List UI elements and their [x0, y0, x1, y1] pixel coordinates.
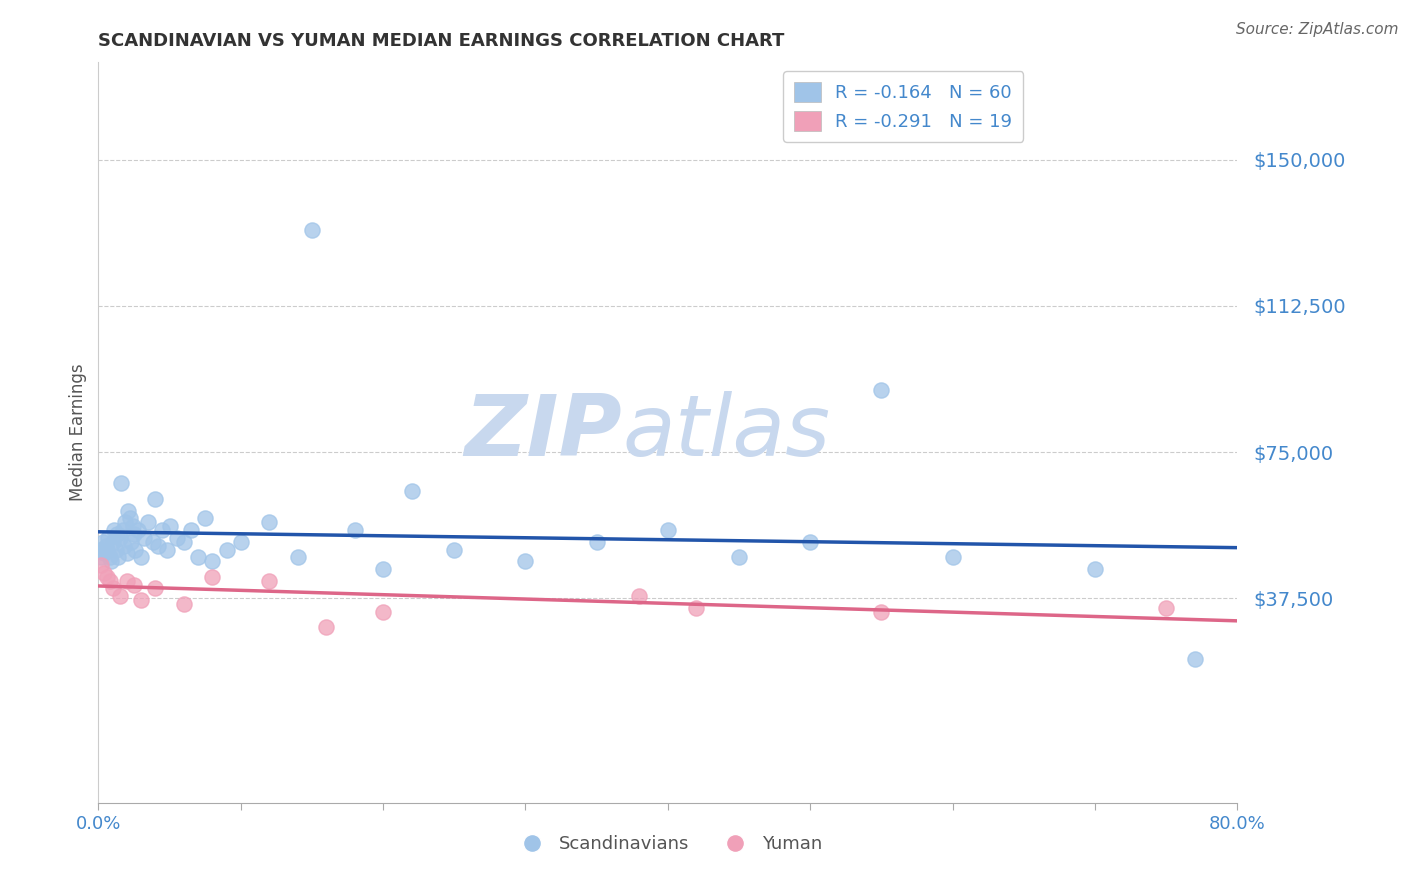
Point: [180, 523, 202, 537]
Point: [156, 542, 179, 557]
Point: [105, 527, 128, 541]
Point: [127, 523, 149, 537]
Point: [229, 534, 252, 549]
Text: Source: ZipAtlas.com: Source: ZipAtlas.com: [1236, 22, 1399, 37]
Point: [159, 519, 181, 533]
Point: [100, 554, 122, 568]
Point: [101, 534, 124, 549]
Point: [111, 523, 134, 537]
Point: [373, 562, 395, 576]
Point: [89, 542, 111, 557]
Point: [173, 597, 195, 611]
Point: [121, 519, 143, 533]
Point: [101, 582, 124, 596]
Point: [129, 550, 152, 565]
Point: [132, 531, 155, 545]
Point: [129, 593, 152, 607]
Point: [103, 523, 125, 537]
Point: [145, 491, 167, 506]
Point: [194, 511, 217, 525]
Point: [122, 577, 145, 591]
Point: [118, 511, 141, 525]
Point: [98, 574, 121, 588]
Point: [799, 534, 821, 549]
Point: [870, 383, 893, 397]
Point: [97, 531, 120, 545]
Point: [112, 539, 135, 553]
Text: ZIP: ZIP: [464, 391, 623, 475]
Point: [215, 542, 238, 557]
Point: [1084, 562, 1107, 576]
Point: [90, 550, 112, 565]
Point: [94, 539, 117, 553]
Point: [114, 515, 136, 529]
Y-axis label: Median Earnings: Median Earnings: [69, 364, 87, 501]
Point: [201, 570, 224, 584]
Point: [401, 484, 423, 499]
Point: [108, 531, 131, 545]
Point: [96, 542, 118, 557]
Point: [287, 550, 309, 565]
Legend: Scandinavians, Yuman: Scandinavians, Yuman: [506, 828, 830, 861]
Point: [90, 558, 112, 573]
Point: [301, 223, 323, 237]
Point: [98, 550, 121, 565]
Point: [152, 523, 174, 537]
Point: [259, 515, 281, 529]
Point: [515, 554, 537, 568]
Point: [108, 589, 131, 603]
Text: SCANDINAVIAN VS YUMAN MEDIAN EARNINGS CORRELATION CHART: SCANDINAVIAN VS YUMAN MEDIAN EARNINGS CO…: [98, 32, 785, 50]
Point: [148, 539, 170, 553]
Point: [166, 531, 188, 545]
Point: [343, 523, 366, 537]
Point: [373, 605, 395, 619]
Point: [115, 546, 138, 560]
Point: [122, 527, 145, 541]
Point: [117, 503, 139, 517]
Point: [120, 534, 142, 549]
Point: [259, 574, 281, 588]
Point: [870, 605, 893, 619]
Point: [628, 589, 651, 603]
Point: [657, 523, 679, 537]
Point: [728, 550, 751, 565]
Point: [91, 534, 114, 549]
Point: [93, 546, 115, 560]
Point: [585, 534, 607, 549]
Point: [124, 542, 146, 557]
Point: [104, 542, 127, 557]
Point: [187, 550, 209, 565]
Point: [110, 476, 132, 491]
Point: [173, 534, 195, 549]
Point: [107, 550, 129, 565]
Point: [136, 515, 159, 529]
Point: [115, 574, 138, 588]
Point: [942, 550, 965, 565]
Text: atlas: atlas: [623, 391, 831, 475]
Point: [1154, 601, 1177, 615]
Point: [443, 542, 465, 557]
Point: [685, 601, 707, 615]
Point: [315, 620, 337, 634]
Point: [93, 566, 115, 580]
Point: [141, 534, 163, 549]
Point: [145, 582, 167, 596]
Point: [201, 554, 224, 568]
Point: [96, 570, 118, 584]
Point: [1184, 651, 1206, 665]
